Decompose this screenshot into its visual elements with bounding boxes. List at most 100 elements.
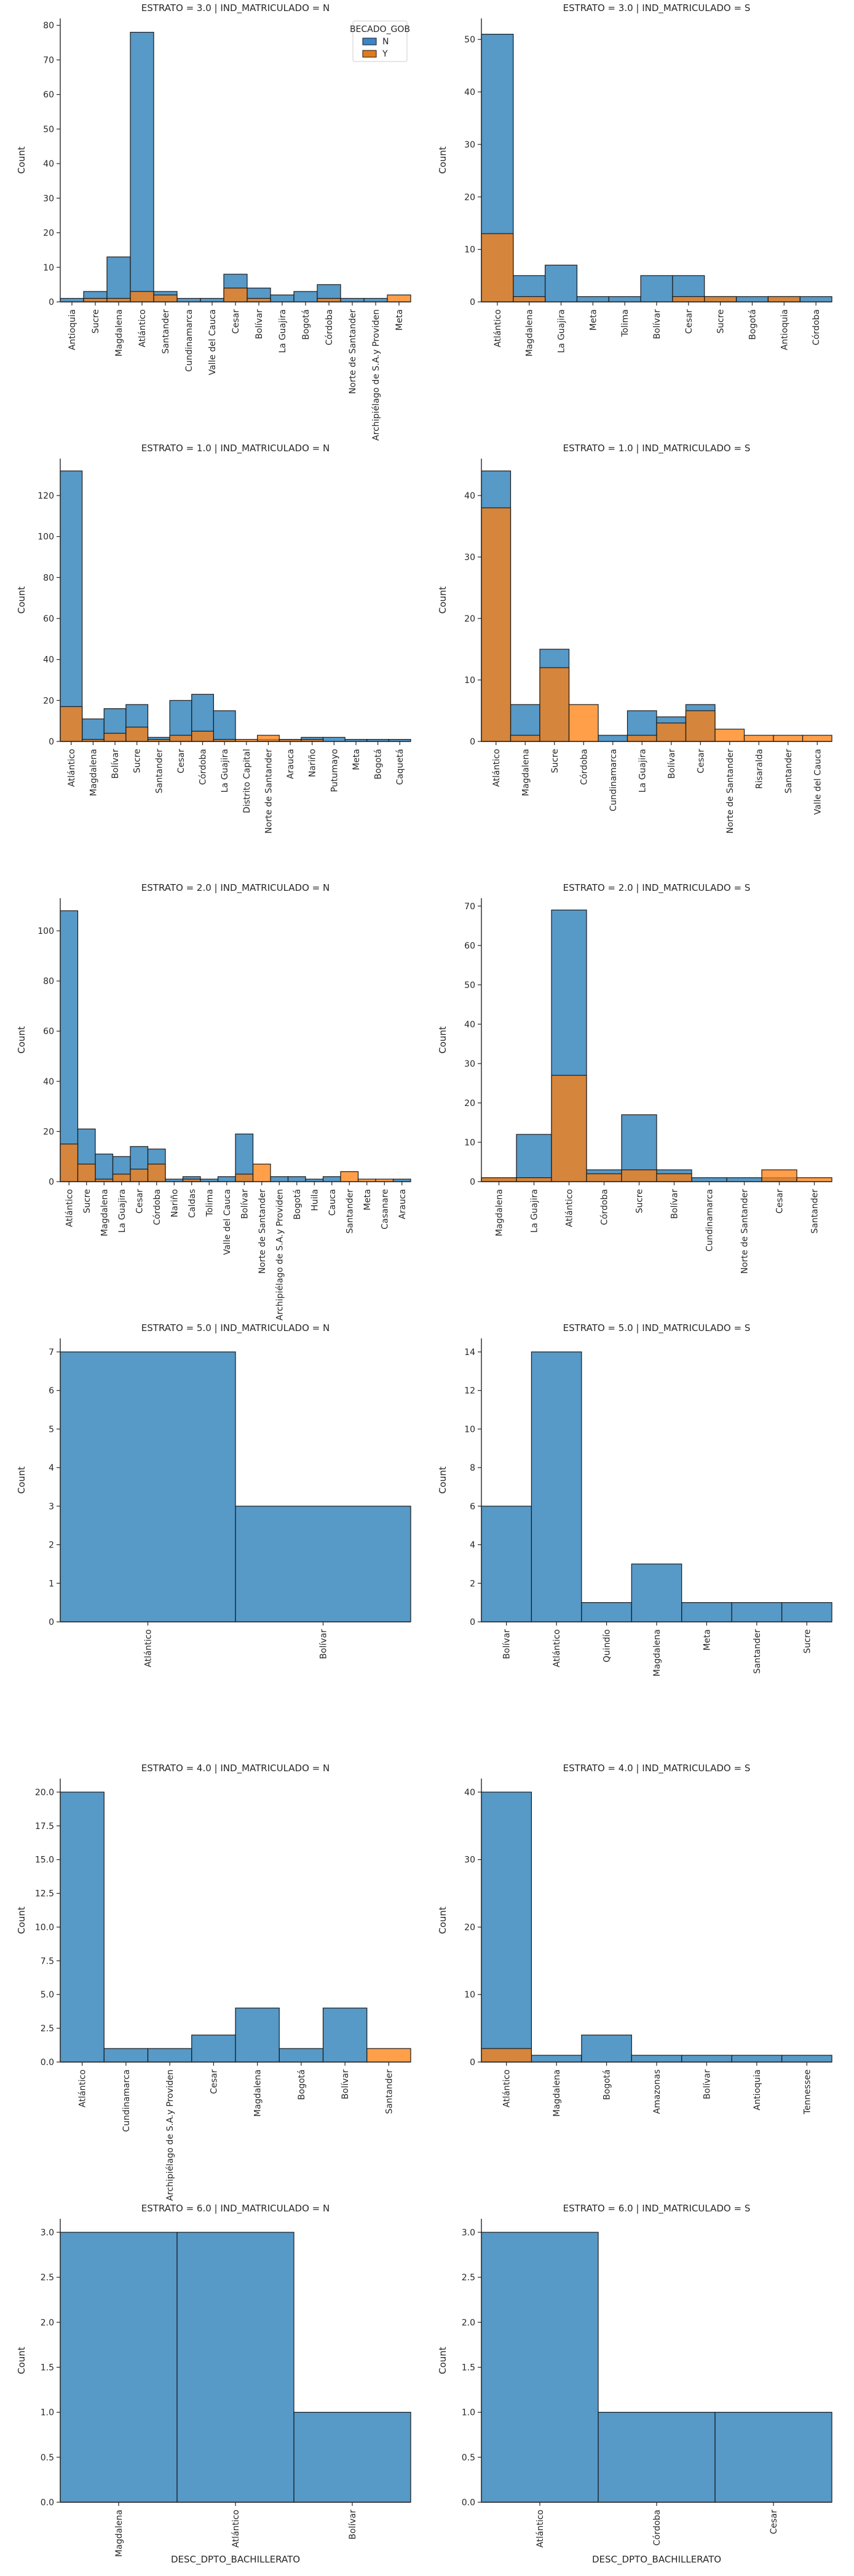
bar-y xyxy=(510,735,540,742)
bar-y xyxy=(130,291,154,302)
x-tick-label: Córdoba xyxy=(325,309,334,346)
y-tick-label: 10 xyxy=(464,676,475,685)
bar-n xyxy=(287,1176,306,1182)
bar-n xyxy=(581,2034,632,2063)
x-tick-label: Bolívar xyxy=(341,2069,350,2100)
x-tick-label: Cesar xyxy=(775,1189,785,1214)
y-tick-label: 60 xyxy=(43,90,54,100)
y-tick-label: 2 xyxy=(49,1541,54,1551)
bar-n xyxy=(60,2232,178,2503)
x-tick-label: Bolívar xyxy=(111,749,121,779)
y-tick-label: 10 xyxy=(464,1990,475,2000)
x-tick-label: La Guajira xyxy=(220,749,230,792)
facet-panel-5: ESTRATO = 2.0 | IND_MATRICULADO = N 0 20 40… xyxy=(16,882,411,1321)
bar-n xyxy=(608,296,641,302)
y-tick-label: 8 xyxy=(470,1463,475,1473)
bar-n xyxy=(322,2007,368,2063)
bar-n xyxy=(147,2048,192,2063)
x-tick-label: Bolívar xyxy=(240,1189,250,1219)
y-tick-label: 12 xyxy=(464,1386,475,1396)
y-axis-label: Count xyxy=(437,146,448,174)
bar-y xyxy=(106,298,131,302)
bar-n xyxy=(726,1177,762,1182)
y-tick-label: 2.0 xyxy=(462,2318,475,2328)
bar-y xyxy=(773,735,804,742)
bar-n xyxy=(82,718,105,742)
bar-n xyxy=(781,2055,832,2063)
x-tick-label: Cundinamarca xyxy=(122,2069,132,2132)
bar-y xyxy=(621,1169,657,1182)
bar-n xyxy=(640,275,673,302)
x-tick-label: La Guajira xyxy=(530,1189,540,1233)
x-tick-label: Sucre xyxy=(550,749,560,773)
facet-panel-7: ESTRATO = 5.0 | IND_MATRICULADO = N 0 1 2 3 4… xyxy=(16,1322,411,1667)
facet-panel-4: ESTRATO = 1.0 | IND_MATRICULADO = S 0 10 20… xyxy=(437,443,832,834)
bar-y xyxy=(761,1169,797,1182)
x-tick-label: Sucre xyxy=(716,309,726,334)
bar-n xyxy=(681,2055,732,2063)
x-tick-label: Caldas xyxy=(188,1189,197,1218)
x-tick-label: Quindío xyxy=(603,1629,612,1662)
x-tick-label: Cesar xyxy=(769,2510,779,2534)
bar-y xyxy=(481,1177,517,1182)
x-tick-label: Distrito Capital xyxy=(242,749,252,813)
y-tick-label: 3 xyxy=(49,1502,54,1512)
x-axis-label: DESC_DPTO_BACHILLERATO xyxy=(592,2554,721,2566)
x-tick-label: Bogotá xyxy=(603,2069,612,2100)
x-tick-label: Santander xyxy=(345,1189,355,1234)
y-tick-label: 40 xyxy=(464,491,475,501)
bar-n xyxy=(363,298,388,302)
x-tick-label: Bogotá xyxy=(297,2069,307,2100)
y-tick-label: 10 xyxy=(464,1138,475,1148)
x-tick-label: Atlántico xyxy=(552,1629,562,1667)
y-tick-label: 30 xyxy=(464,1855,475,1865)
x-tick-label: Magdalena xyxy=(525,309,535,357)
x-tick-label: Magdalena xyxy=(89,749,98,796)
bar-n xyxy=(631,2055,682,2063)
panel-title: ESTRATO = 2.0 | IND_MATRICULADO = N xyxy=(141,882,330,894)
x-tick-label: Caquetá xyxy=(395,749,405,785)
y-tick-label: 40 xyxy=(43,655,54,665)
x-tick-label: Valle del Cauca xyxy=(208,309,218,375)
y-tick-label: 50 xyxy=(43,125,54,135)
x-tick-label: Córdoba xyxy=(579,749,589,785)
y-tick-label: 80 xyxy=(43,573,54,583)
x-tick-label: Tennessee xyxy=(802,2069,812,2115)
x-tick-label: Valle del Cauca xyxy=(813,749,823,815)
x-tick-label: Arauca xyxy=(398,1189,408,1219)
y-tick-label: 0.0 xyxy=(41,2058,54,2068)
y-tick-label: 2.5 xyxy=(41,2273,54,2283)
x-tick-label: Córdoba xyxy=(652,2510,662,2546)
panel-title: ESTRATO = 5.0 | IND_MATRICULADO = N xyxy=(141,1322,330,1334)
y-tick-label: 1.5 xyxy=(462,2363,475,2373)
x-tick-label: Arauca xyxy=(286,749,296,779)
bar-y xyxy=(656,722,687,742)
bar-y xyxy=(169,735,192,742)
y-axis-label: Count xyxy=(16,1026,27,1054)
x-tick-label: Bolívar xyxy=(652,309,662,339)
x-tick-label: Norte de Santander xyxy=(258,1189,267,1274)
y-axis-label: Count xyxy=(437,1466,448,1494)
bar-n xyxy=(631,1563,682,1622)
y-tick-label: 60 xyxy=(464,941,475,951)
y-tick-label: 100 xyxy=(38,926,54,936)
y-tick-label: 0 xyxy=(49,1177,54,1187)
bar-n xyxy=(691,1177,727,1182)
y-tick-label: 120 xyxy=(38,491,54,501)
x-tick-label: Atlántico xyxy=(492,749,502,787)
y-tick-label: 0.0 xyxy=(462,2498,475,2508)
bar-n xyxy=(103,2048,149,2063)
bar-y xyxy=(317,298,341,302)
y-tick-label: 1.0 xyxy=(462,2408,475,2418)
y-tick-label: 6 xyxy=(470,1502,475,1512)
x-tick-label: La Guajira xyxy=(557,309,567,353)
bar-y xyxy=(60,706,83,742)
x-tick-label: Meta xyxy=(352,749,362,770)
x-tick-label: Bolívar xyxy=(702,2069,712,2100)
bar-y xyxy=(672,296,705,302)
bar-y xyxy=(252,1163,271,1182)
y-tick-label: 40 xyxy=(464,88,475,98)
x-tick-label: Risaralda xyxy=(754,749,764,789)
y-tick-label: 10 xyxy=(464,1424,475,1434)
bar-n xyxy=(340,298,365,302)
